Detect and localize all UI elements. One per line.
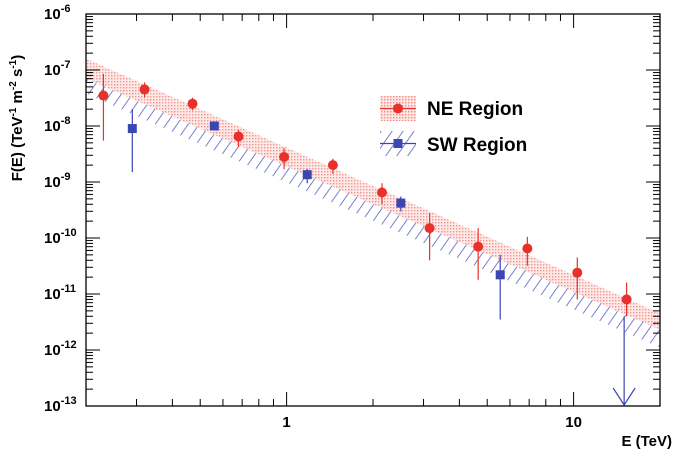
y-tick-label: 10-10 — [44, 227, 77, 247]
sw-upper-limit-arrow-0 — [612, 387, 636, 407]
ne-point-10 — [572, 267, 583, 278]
data-markers — [98, 84, 632, 305]
y-axis-title-mid2: s — [9, 69, 26, 82]
sw-point-2 — [302, 170, 312, 180]
y-axis-title-mid1: m — [9, 90, 26, 108]
y-tick-label: 10-12 — [44, 339, 77, 359]
ne-point-7 — [424, 223, 435, 234]
y-tick-label: 10-8 — [44, 115, 70, 135]
sw-point-1 — [209, 121, 219, 131]
ne-model-band — [86, 58, 660, 330]
y-tick-label-exponent: -8 — [61, 115, 71, 127]
y-tick-label-base: 10 — [44, 118, 61, 135]
ne-point-5 — [327, 160, 338, 171]
y-tick-label: 10-9 — [44, 171, 70, 191]
y-tick-label-base: 10 — [44, 6, 61, 23]
legend-sw-label: SW Region — [427, 135, 527, 156]
y-tick-label-exponent: -13 — [61, 395, 77, 407]
x-axis-title: E (TeV) — [621, 433, 672, 450]
y-tick-label: 10-11 — [44, 283, 76, 303]
y-tick-label-base: 10 — [44, 62, 61, 79]
y-axis-title-sup3: -1 — [8, 59, 19, 68]
y-tick-label: 10-6 — [44, 3, 70, 23]
ne-point-3 — [233, 131, 244, 142]
legend-ne-label: NE Region — [427, 99, 523, 120]
ne-point-9 — [522, 243, 533, 254]
y-axis-title-sup2: -2 — [8, 81, 19, 90]
y-tick-label: 10-13 — [44, 395, 77, 415]
ne-point-8 — [473, 241, 484, 252]
legend: NE Region SW Region — [367, 80, 549, 164]
legend-ne-marker — [393, 103, 403, 114]
x-tick-label: 1 — [282, 414, 290, 431]
ne-point-2 — [187, 98, 198, 109]
y-tick-label-exponent: -7 — [61, 59, 71, 71]
y-tick-label: 10-7 — [44, 59, 70, 79]
sw-point-4 — [495, 270, 505, 280]
y-axis-title-base: F(E) (TeV — [9, 117, 26, 182]
sw-point-0 — [127, 124, 137, 134]
y-axis-title-sup1: -1 — [8, 107, 19, 116]
x-tick-label: 10 — [565, 414, 582, 431]
y-tick-label-base: 10 — [44, 342, 61, 359]
ne-point-0 — [98, 90, 109, 101]
ne-point-1 — [139, 84, 150, 95]
y-tick-label-base: 10 — [44, 230, 61, 247]
y-tick-label-exponent: -10 — [61, 227, 77, 239]
ne-point-11 — [621, 294, 632, 305]
y-tick-label-base: 10 — [44, 174, 61, 191]
ne-point-6 — [377, 187, 388, 198]
sw-point-3 — [396, 198, 406, 208]
y-tick-label-base: 10 — [44, 398, 61, 415]
y-tick-label-exponent: -11 — [61, 283, 76, 295]
legend-entry-ne: NE Region — [380, 96, 523, 121]
legend-sw-marker — [393, 139, 403, 148]
model-bands — [86, 58, 660, 348]
y-tick-label-exponent: -12 — [61, 339, 77, 351]
axis-ticks — [85, 13, 661, 407]
y-tick-label-base: 10 — [44, 286, 61, 303]
y-tick-label-exponent: -9 — [61, 171, 71, 183]
y-axis-title: F(E) (TeV-1 m-2 s-1) — [8, 55, 26, 181]
y-tick-label-exponent: -6 — [61, 3, 71, 15]
legend-entry-sw: SW Region — [380, 131, 527, 156]
y-axis-title-end: ) — [9, 55, 26, 60]
ne-point-4 — [279, 151, 290, 162]
